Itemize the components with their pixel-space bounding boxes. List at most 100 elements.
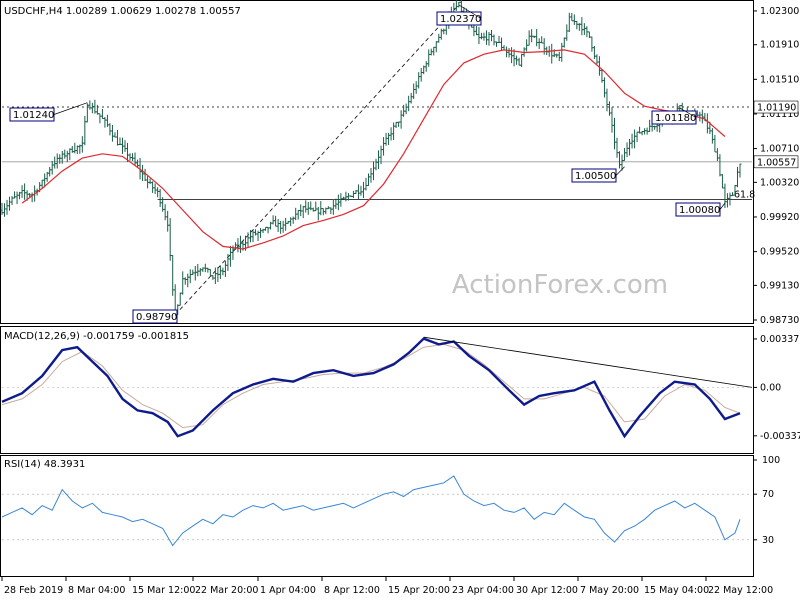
ohlc-bar <box>437 33 441 43</box>
ohlc-bar <box>718 154 722 177</box>
ohlc-bar <box>417 72 421 89</box>
ohlc-bar <box>166 210 170 232</box>
ohlc-bar <box>474 26 478 36</box>
current-price-tag-box <box>753 155 799 169</box>
ohlc-bar <box>582 23 586 35</box>
macd-y-axis: 0.003377 0.00 -0.003373 <box>2 334 800 442</box>
ohlc-bar <box>557 51 561 62</box>
ohlc-bar <box>110 124 114 142</box>
ohlc-bar <box>387 132 391 146</box>
ohlc-bar <box>605 88 609 112</box>
x-tick-label: 15 Mar 12:00 <box>132 585 195 596</box>
ohlc-bar <box>238 235 242 253</box>
price-annotation: 1.02370 <box>436 4 482 26</box>
ohlc-bar <box>131 153 135 161</box>
ohlc-bar <box>351 190 355 198</box>
price-tick-label: 0.99520 <box>760 247 799 258</box>
ohlc-bar <box>133 152 137 166</box>
ohlc-bar <box>65 150 69 163</box>
price-annotation: 1.01180 <box>651 107 697 125</box>
ohlc-bar <box>314 201 318 212</box>
ohlc-bar <box>246 232 250 248</box>
ohlc-bar <box>291 216 295 224</box>
ohlc-bar <box>304 200 308 213</box>
ohlc-bar <box>607 101 611 116</box>
ohlc-bar <box>715 148 719 162</box>
ohlc-bar <box>141 164 145 182</box>
ohlc-bar <box>100 108 104 119</box>
ohlc-bar <box>68 148 72 161</box>
x-tick-label: 30 Apr 12:00 <box>516 585 578 596</box>
ohlc-bar <box>432 46 436 56</box>
ohlc-bar <box>527 30 531 46</box>
macd-tick-label: 0.00 <box>760 382 781 393</box>
rsi-y-axis: 100 70 30 <box>2 455 780 546</box>
ohlc-bar <box>457 1 461 8</box>
ohlc-bar <box>628 138 632 156</box>
level-price-tag-box <box>753 100 799 114</box>
price-tick-label: 0.99130 <box>760 280 799 291</box>
ohlc-bar <box>108 123 112 136</box>
price-tick-label: 1.01910 <box>760 40 799 51</box>
price-tick-label: 1.01110 <box>760 109 799 120</box>
ohlc-bar <box>183 277 187 285</box>
price-annotation: 1.00500 <box>571 166 625 183</box>
ohlc-bar <box>555 53 559 58</box>
x-tick-label: 15 Apr 20:00 <box>388 585 450 596</box>
ohlc-bar <box>85 103 89 123</box>
x-tick-label: 1 Apr 04:00 <box>260 585 316 596</box>
ohlc-bar <box>163 204 167 221</box>
svg-text:0.98790: 0.98790 <box>136 312 177 323</box>
ohlc-bar <box>623 148 627 162</box>
ohlc-bar <box>484 30 488 45</box>
ohlc-bar <box>181 271 185 295</box>
ohlc-bar <box>633 129 637 149</box>
ohlc-bar <box>565 24 569 41</box>
ohlc-bar <box>356 184 360 200</box>
ohlc-bar <box>655 123 659 132</box>
ohlc-bar <box>477 26 481 45</box>
ohlc-bar <box>73 142 77 154</box>
price-annotation: 1.01240 <box>9 102 88 122</box>
svg-text:1.01180: 1.01180 <box>655 113 696 124</box>
svg-text:1.01240: 1.01240 <box>13 110 54 121</box>
ohlc-bar <box>301 205 305 219</box>
ohlc-bar <box>399 110 403 129</box>
ohlc-bar <box>407 95 411 112</box>
ohlc-bar <box>208 268 212 277</box>
price-tick-label: 1.00710 <box>760 144 799 155</box>
ohlc-bar <box>228 245 232 267</box>
ohlc-bar <box>580 17 584 36</box>
ohlc-bar <box>168 218 172 261</box>
x-tick-label: 22 May 12:00 <box>708 585 773 596</box>
ohlc-bar <box>271 215 275 225</box>
current-price-tag: 1.00557 <box>757 157 796 168</box>
ohlc-bar <box>424 61 428 72</box>
x-tick-label: 8 Apr 12:00 <box>324 585 380 596</box>
ohlc-bar <box>10 196 14 205</box>
ohlc-bar <box>284 217 288 231</box>
ohlc-bar <box>530 29 534 43</box>
ohlc-bar <box>610 107 614 133</box>
ohlc-bar <box>8 196 12 211</box>
ohlc-bar <box>738 163 742 178</box>
ohlc-bar <box>372 161 376 181</box>
ohlc-bar <box>625 142 629 158</box>
ohlc-bar <box>602 77 606 98</box>
rsi-line <box>1 475 741 547</box>
ohlc-bar <box>188 269 192 284</box>
rsi-tick-label: 70 <box>762 489 774 500</box>
ohlc-bar <box>95 104 99 115</box>
x-tick-label: 8 Mar 04:00 <box>68 585 125 596</box>
ohlc-bar <box>700 109 704 124</box>
ohlc-bar <box>713 135 717 153</box>
price-tick-label: 1.02300 <box>760 6 799 17</box>
ohlc-bar <box>570 13 574 22</box>
ohlc-bar <box>489 29 493 42</box>
ohlc-bar <box>233 242 237 250</box>
ohlc-bar <box>58 154 62 164</box>
ohlc-bar <box>276 218 280 232</box>
macd-panel-frame <box>0 326 754 454</box>
ohlc-bar <box>186 273 190 288</box>
watermark: ActionForex.com <box>452 270 668 300</box>
